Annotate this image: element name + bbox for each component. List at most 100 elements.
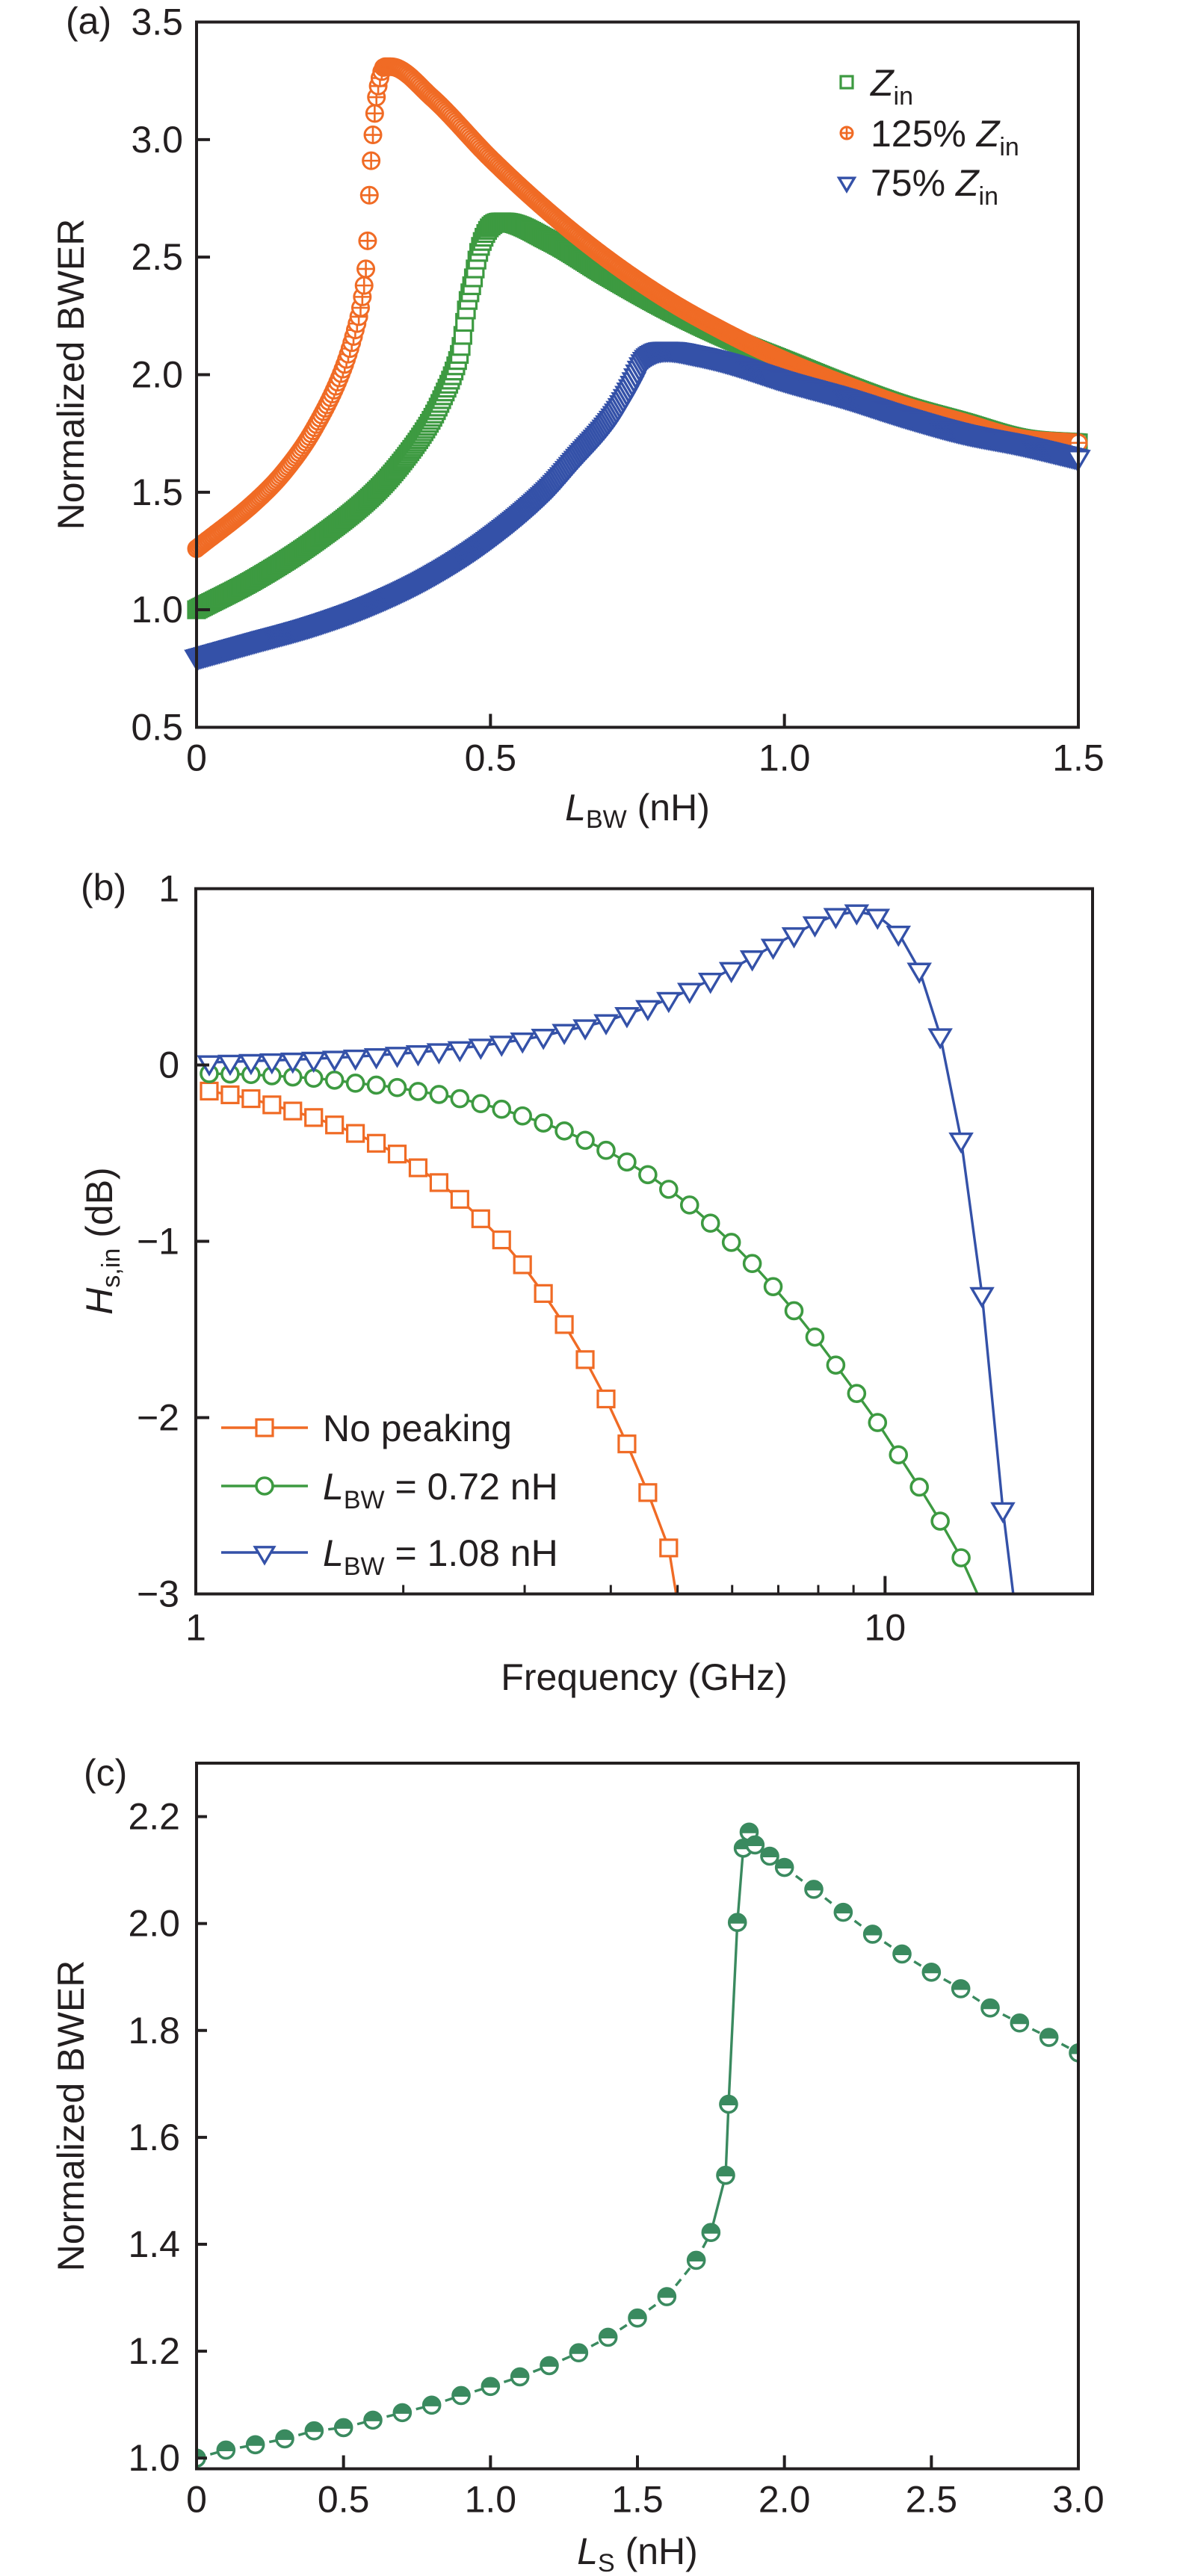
data-point — [969, 1287, 995, 1309]
data-point — [1039, 2028, 1059, 2047]
data-point — [572, 1019, 598, 1041]
data-point — [345, 1074, 365, 1093]
x-tick-label: 1.5 — [1052, 737, 1105, 779]
data-point — [279, 1052, 306, 1074]
data-point — [638, 1483, 658, 1502]
data-point — [245, 2435, 265, 2455]
data-point — [784, 1301, 804, 1321]
data-point — [868, 1413, 888, 1432]
data-point — [596, 1389, 616, 1409]
data-point — [426, 1043, 452, 1065]
data-point — [304, 2421, 324, 2441]
panel-b-xlabel: Frequency (GHz) — [501, 1656, 787, 1698]
data-point — [325, 1115, 345, 1135]
series-segment — [727, 1922, 739, 2105]
y-tick-label: 1.0 — [131, 589, 183, 631]
panel-b: (b) 1 10 −3 −2 −1 0 1 Hs,in (dB) Frequency (GH… — [78, 867, 1094, 1698]
data-point — [217, 1054, 243, 1077]
legend-label: LBW = 1.08 nH — [323, 1532, 558, 1581]
x-tick-label: 3.0 — [1052, 2479, 1105, 2521]
y-tick-label: 1.6 — [128, 2117, 180, 2158]
data-point — [721, 1233, 741, 1252]
panel-a-xlabel-sub: BW — [586, 805, 627, 834]
data-point — [659, 1538, 679, 1558]
data-point — [760, 938, 786, 960]
panel-b-series — [197, 904, 1016, 1594]
data-point — [241, 1089, 261, 1109]
legend-label-sub: BW — [344, 1552, 385, 1581]
panel-c-frame — [195, 1762, 1080, 2471]
data-point — [358, 231, 377, 250]
legend-label: 75% Zin — [871, 162, 998, 211]
data-point — [356, 259, 376, 279]
legend-label: Zin — [870, 62, 913, 111]
series-no-peaking — [200, 1081, 679, 1594]
data-point — [429, 1173, 449, 1192]
data-point — [701, 2223, 721, 2243]
y-tick-label: 1 — [158, 868, 179, 910]
data-point — [408, 1082, 428, 1101]
panel-a-xlabel-main: L — [565, 787, 586, 829]
panel-b-ylabel-sub: s,in — [97, 1248, 126, 1288]
legend-label-sub: in — [999, 133, 1019, 161]
data-point — [540, 2356, 559, 2376]
data-point — [531, 1029, 556, 1050]
data-point — [429, 1085, 449, 1104]
data-point — [781, 927, 807, 949]
legend-marker — [839, 126, 854, 140]
data-point — [865, 908, 891, 930]
data-point — [359, 185, 379, 205]
legend-label: 125% Zin — [871, 113, 1019, 161]
data-point — [742, 1254, 762, 1274]
x-tick-label: 0.5 — [318, 2479, 370, 2521]
legend-marker — [255, 1418, 274, 1437]
data-point — [492, 1230, 511, 1250]
legend-item: 125% Zin — [839, 113, 1019, 161]
data-point — [844, 904, 870, 926]
data-point — [554, 1121, 574, 1141]
data-point — [366, 1133, 386, 1153]
panel-c-xlabel-sub: S — [598, 2549, 615, 2576]
data-point — [927, 1028, 953, 1050]
y-tick-label: 3.5 — [131, 1, 183, 43]
data-point — [471, 1209, 490, 1228]
y-tick-label: 2.5 — [131, 236, 183, 278]
data-point — [510, 1032, 535, 1054]
data-point — [614, 1007, 640, 1029]
data-point — [365, 104, 384, 123]
data-point — [238, 1053, 264, 1076]
legend-label-rest: = 1.08 nH — [385, 1532, 558, 1574]
panel-b-ylabel-main: H — [78, 1287, 120, 1315]
panel-a-series — [184, 57, 1091, 672]
legend-label-main: Z — [870, 62, 895, 104]
data-point — [324, 1070, 345, 1090]
data-point — [847, 1384, 867, 1403]
data-point — [718, 962, 744, 984]
y-tick-label: 2.0 — [128, 1903, 180, 1945]
data-point — [951, 1979, 971, 1998]
data-point — [804, 1880, 824, 1899]
panel-c-xlabel-main: L — [577, 2530, 598, 2572]
x-tick-label: 1 — [185, 1607, 206, 1649]
data-point — [354, 276, 374, 295]
panel-c-xlabel-unit: (nH) — [615, 2530, 698, 2572]
data-point — [657, 2287, 677, 2306]
data-point — [598, 2327, 618, 2347]
data-point — [366, 1075, 386, 1095]
data-point — [450, 1089, 470, 1109]
series-l-bw-0-72-nh — [200, 1064, 979, 1594]
legend-item: Zin — [839, 62, 913, 111]
x-tick-label: 1.5 — [611, 2479, 664, 2521]
data-point — [575, 1350, 595, 1369]
data-point — [283, 1101, 303, 1121]
data-point — [774, 1857, 794, 1877]
series-segment — [724, 2104, 730, 2176]
y-tick-label: 1.8 — [128, 2010, 180, 2052]
data-point — [921, 1962, 942, 1982]
y-tick-label: 1.2 — [128, 2330, 180, 2372]
panel-c-ticks: 0 0.5 1.0 1.5 2.0 2.5 3.0 1.0 1.2 1.4 1.6 1.8 2.0 2.2 — [128, 1796, 1104, 2521]
data-point — [892, 1944, 912, 1964]
data-point — [450, 1189, 469, 1209]
